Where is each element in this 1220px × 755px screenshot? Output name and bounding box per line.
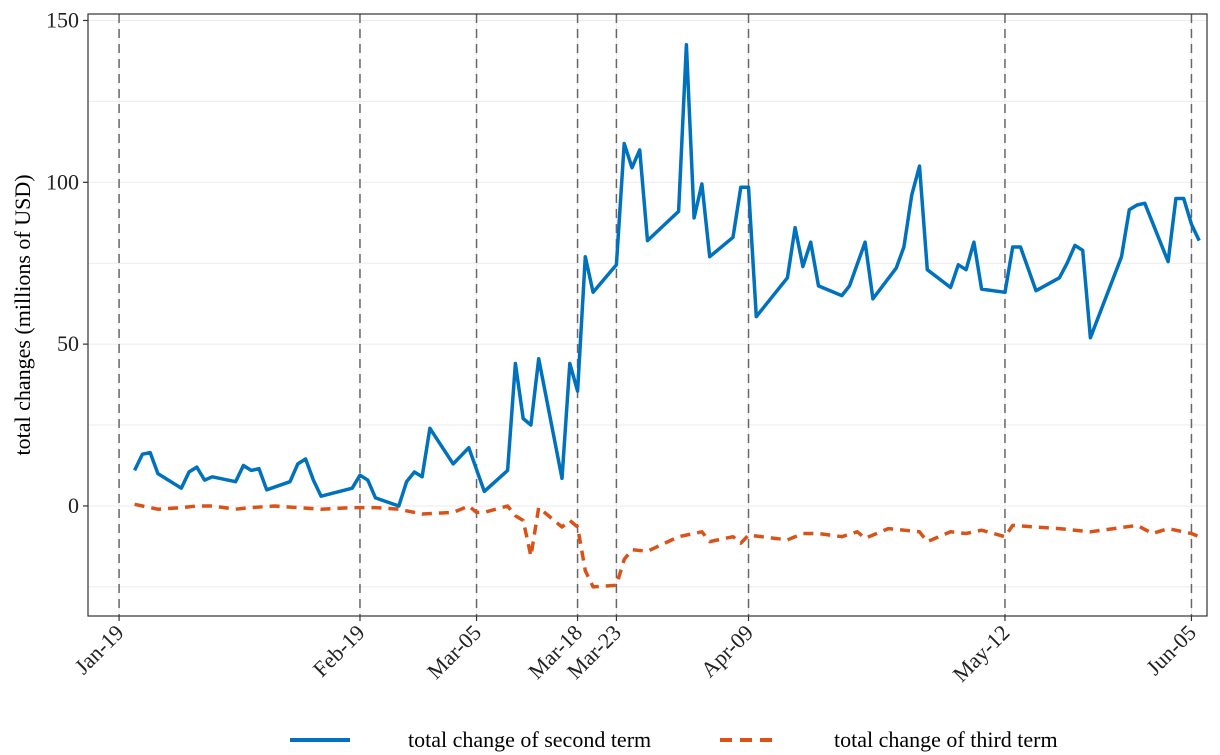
series-line-2 <box>134 502 1200 589</box>
legend-label-2: total change of third term <box>834 727 1058 752</box>
vertical-reference-lines <box>118 14 1193 616</box>
series-group <box>133 42 1201 589</box>
y-tick-label: 150 <box>46 7 79 32</box>
x-tick-label: Jun-05 <box>1141 620 1201 680</box>
x-tick-label: Apr-09 <box>696 620 758 682</box>
x-tick-label: Mar-05 <box>422 620 486 684</box>
plot-border <box>87 13 1208 617</box>
y-axis: 0 50 100 150 <box>46 7 88 518</box>
series-line-1 <box>133 42 1201 508</box>
x-tick-label: Feb-19 <box>308 620 370 682</box>
y-tick-label: 100 <box>46 169 79 194</box>
legend: total change of second term total change … <box>290 727 1058 752</box>
y-axis-title: total changes (millions of USD) <box>10 174 35 455</box>
x-tick-label: Jan-19 <box>69 620 128 679</box>
x-tick-label: May-12 <box>948 620 1015 687</box>
y-tick-label: 0 <box>68 493 79 518</box>
legend-label-1: total change of second term <box>408 727 651 752</box>
y-tick-label: 50 <box>57 331 79 356</box>
